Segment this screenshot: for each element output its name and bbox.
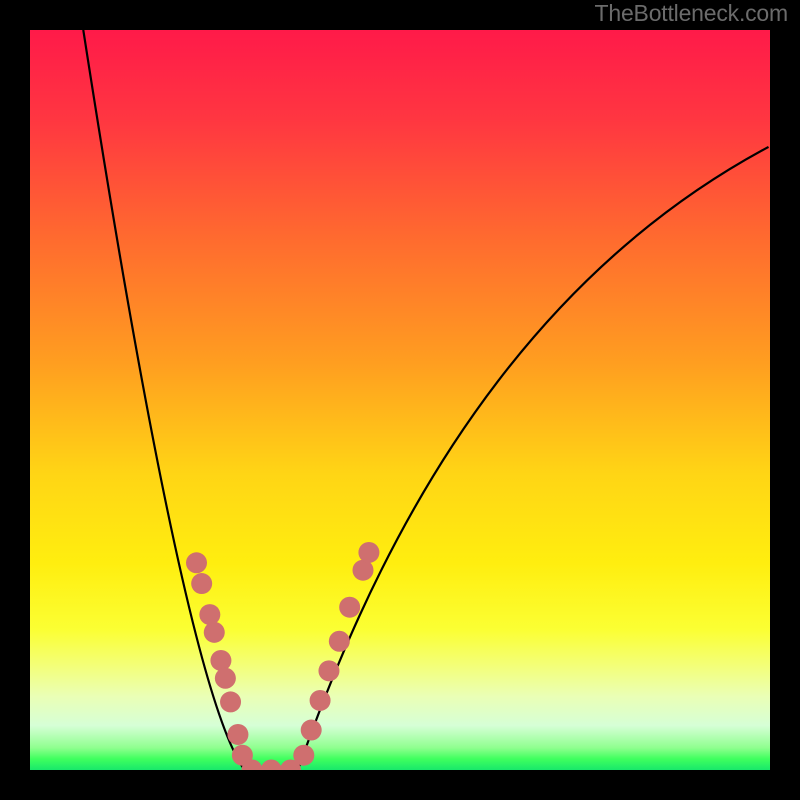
marker-dot — [293, 745, 314, 766]
marker-dot — [318, 660, 339, 681]
marker-dot — [227, 724, 248, 745]
chart-container: TheBottleneck.com — [0, 0, 800, 800]
marker-dot — [339, 597, 360, 618]
marker-dot — [310, 690, 331, 711]
marker-dot — [210, 650, 231, 671]
plot-area — [30, 30, 770, 770]
marker-dot — [186, 552, 207, 573]
marker-dot — [353, 560, 374, 581]
marker-dot — [215, 668, 236, 689]
marker-dot — [220, 691, 241, 712]
marker-dot — [199, 604, 220, 625]
marker-dot — [358, 542, 379, 563]
marker-dot — [261, 760, 282, 771]
data-markers — [30, 30, 770, 770]
watermark-text: TheBottleneck.com — [595, 0, 788, 27]
marker-dot — [191, 573, 212, 594]
marker-dot — [301, 720, 322, 741]
marker-dot — [204, 622, 225, 643]
marker-dot — [329, 631, 350, 652]
